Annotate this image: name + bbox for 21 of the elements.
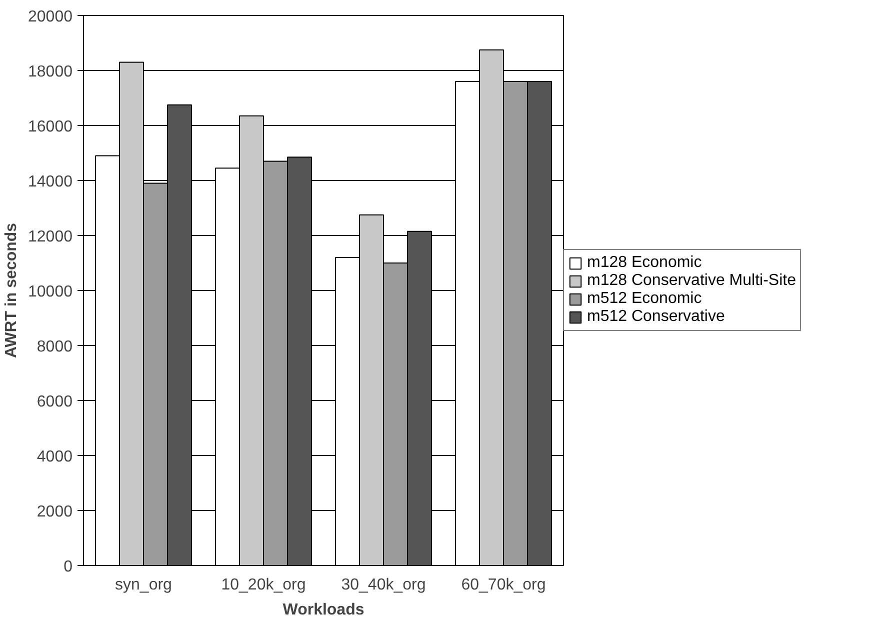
x-tick-label: 10_20k_org [221, 576, 306, 594]
y-tick-label: 18000 [28, 64, 73, 80]
x-tick-label: syn_org [115, 576, 172, 594]
legend-label: m128 Economic [587, 254, 702, 272]
y-tick-label: 6000 [36, 394, 73, 410]
x-tick-label: 30_40k_org [341, 576, 426, 594]
legend-label: m128 Conservative Multi-Site [587, 272, 796, 290]
y-tick-label: 16000 [28, 118, 73, 136]
legend-label: m512 Economic [587, 290, 702, 308]
y-tick-label: 14000 [28, 174, 73, 190]
x-tick-label: 60_70k_org [461, 576, 546, 594]
y-tick-label: 10000 [28, 284, 73, 300]
x-axis-title: Workloads [282, 602, 364, 618]
y-tick-label: 4000 [36, 448, 73, 466]
y-tick-label: 12000 [28, 228, 73, 246]
y-axis-title: AWRT in seconds [3, 222, 20, 358]
y-tick-label: 0 [64, 558, 73, 576]
y-tick-label: 8000 [36, 338, 73, 356]
y-tick-label: 2000 [36, 504, 73, 520]
legend-label: m512 Conservative [587, 308, 725, 326]
y-tick-label: 20000 [28, 8, 73, 26]
